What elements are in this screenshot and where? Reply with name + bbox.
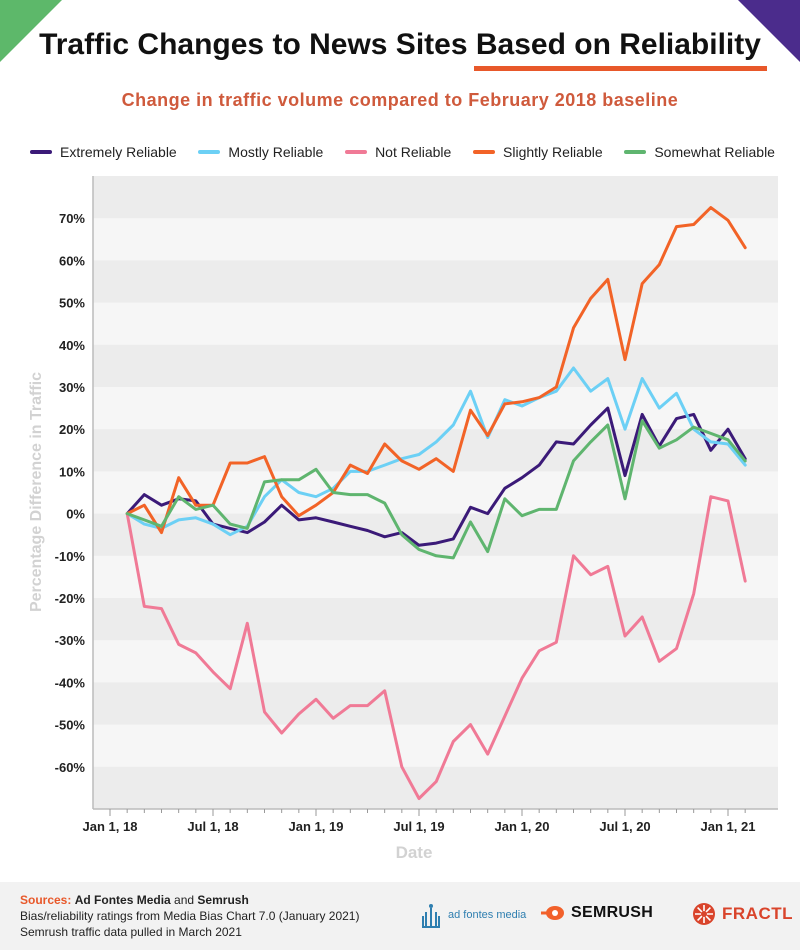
semrush-logo: SEMRUSH — [540, 904, 653, 922]
y-tick-label: 50% — [59, 296, 85, 311]
adfontes-logo: ad fontes media — [420, 902, 526, 928]
series-line-slightly-reliable — [125, 206, 747, 535]
series-line-mostly-reliable — [125, 366, 747, 537]
legend-label-not-reliable: Not Reliable — [375, 144, 452, 160]
grid-band — [93, 598, 778, 641]
x-tick-label: Jul 1, 20 — [599, 819, 650, 834]
fractl-burst-icon — [693, 903, 715, 925]
fractl-logo-text: FRACTL — [722, 904, 793, 923]
semrush-logo-text: SEMRUSH — [571, 904, 654, 921]
y-tick-label: -50% — [55, 718, 86, 733]
grid-band — [93, 260, 778, 303]
grid-band — [93, 176, 778, 219]
footer: Sources: Ad Fontes Media and Semrush Bia… — [0, 882, 800, 950]
grid-band — [93, 513, 778, 556]
y-tick-label: -60% — [55, 760, 86, 775]
x-tick-label: Jul 1, 19 — [393, 819, 444, 834]
y-tick-label: 0% — [66, 507, 85, 522]
fractl-logo: FRACTL — [692, 902, 793, 926]
legend-swatch-extremely-reliable — [30, 150, 52, 154]
y-tick-label: 70% — [59, 211, 85, 226]
legend-label-mostly-reliable: Mostly Reliable — [228, 144, 324, 160]
legend-item-not-reliable: Not Reliable — [345, 144, 451, 160]
x-axis-title: Date — [396, 843, 433, 862]
sources-line1: Sources: Ad Fontes Media and Semrush — [20, 892, 359, 908]
source-adfontes: Ad Fontes Media — [74, 893, 171, 907]
sources-and: and — [170, 893, 198, 907]
chart-subtitle: Change in traffic volume compared to Feb… — [121, 90, 679, 110]
page-title: Traffic Changes to News Sites Based on R… — [0, 28, 800, 71]
legend-swatch-somewhat-reliable — [624, 150, 647, 154]
legend-item-somewhat-reliable: Somewhat Reliable — [624, 144, 775, 160]
grid-band — [93, 766, 778, 809]
y-axis-title: Percentage Difference in Traffic — [28, 372, 45, 612]
y-tick-label: 10% — [59, 464, 85, 479]
y-tick-label: -30% — [55, 633, 86, 648]
x-tick-label: Jan 1, 21 — [701, 819, 756, 834]
sources-line3: Semrush traffic data pulled in March 202… — [20, 925, 242, 939]
y-tick-label: 20% — [59, 422, 85, 437]
fountain-icon — [422, 904, 440, 928]
series-line-extremely-reliable — [125, 406, 747, 547]
semrush-flame-icon — [541, 906, 564, 920]
grid-band — [93, 344, 778, 387]
source-semrush: Semrush — [197, 893, 249, 907]
grid-band — [93, 429, 778, 472]
adfontes-logo-text: ad fontes media — [448, 909, 527, 921]
legend-label-somewhat-reliable: Somewhat Reliable — [654, 144, 775, 160]
sources-line2: Bias/reliability ratings from Media Bias… — [20, 909, 360, 923]
sources-block: Sources: Ad Fontes Media and Semrush Bia… — [20, 892, 359, 940]
x-tick-label: Jan 1, 19 — [289, 819, 344, 834]
sources-label: Sources: — [20, 893, 72, 907]
legend-item-slightly-reliable: Slightly Reliable — [473, 144, 603, 160]
legend-swatch-not-reliable — [345, 150, 368, 154]
legend-item-extremely-reliable: Extremely Reliable — [30, 144, 177, 160]
legend-label-extremely-reliable: Extremely Reliable — [60, 144, 177, 160]
series-line-not-reliable — [125, 495, 747, 800]
y-tick-label: -10% — [55, 549, 86, 564]
legend-swatch-slightly-reliable — [473, 150, 496, 154]
corner-decoration-right — [738, 0, 800, 62]
legend-item-mostly-reliable: Mostly Reliable — [198, 144, 323, 160]
corner-decoration-left — [0, 0, 62, 62]
x-tick-label: Jan 1, 18 — [83, 819, 138, 834]
y-tick-label: 30% — [59, 380, 85, 395]
grid-band — [93, 682, 778, 725]
x-tick-label: Jul 1, 18 — [187, 819, 238, 834]
title-highlight: Based on Reliability — [473, 28, 768, 71]
legend-swatch-mostly-reliable — [198, 150, 221, 154]
x-tick-label: Jan 1, 20 — [495, 819, 550, 834]
title-part1: Traffic Changes to News Sites — [39, 28, 476, 61]
y-tick-label: 40% — [59, 338, 85, 353]
y-tick-label: 60% — [59, 253, 85, 268]
line-chart: -60% -50% -40% -30% -20% -10% 0% 10% 20% 30% 40% 50… — [28, 176, 778, 862]
legend-label-slightly-reliable: Slightly Reliable — [503, 144, 603, 160]
y-tick-label: -20% — [55, 591, 86, 606]
chart-legend: Extremely Reliable Mostly Reliable Not Rel… — [30, 142, 775, 162]
y-tick-label: -40% — [55, 675, 86, 690]
series-line-somewhat-reliable — [125, 419, 747, 560]
